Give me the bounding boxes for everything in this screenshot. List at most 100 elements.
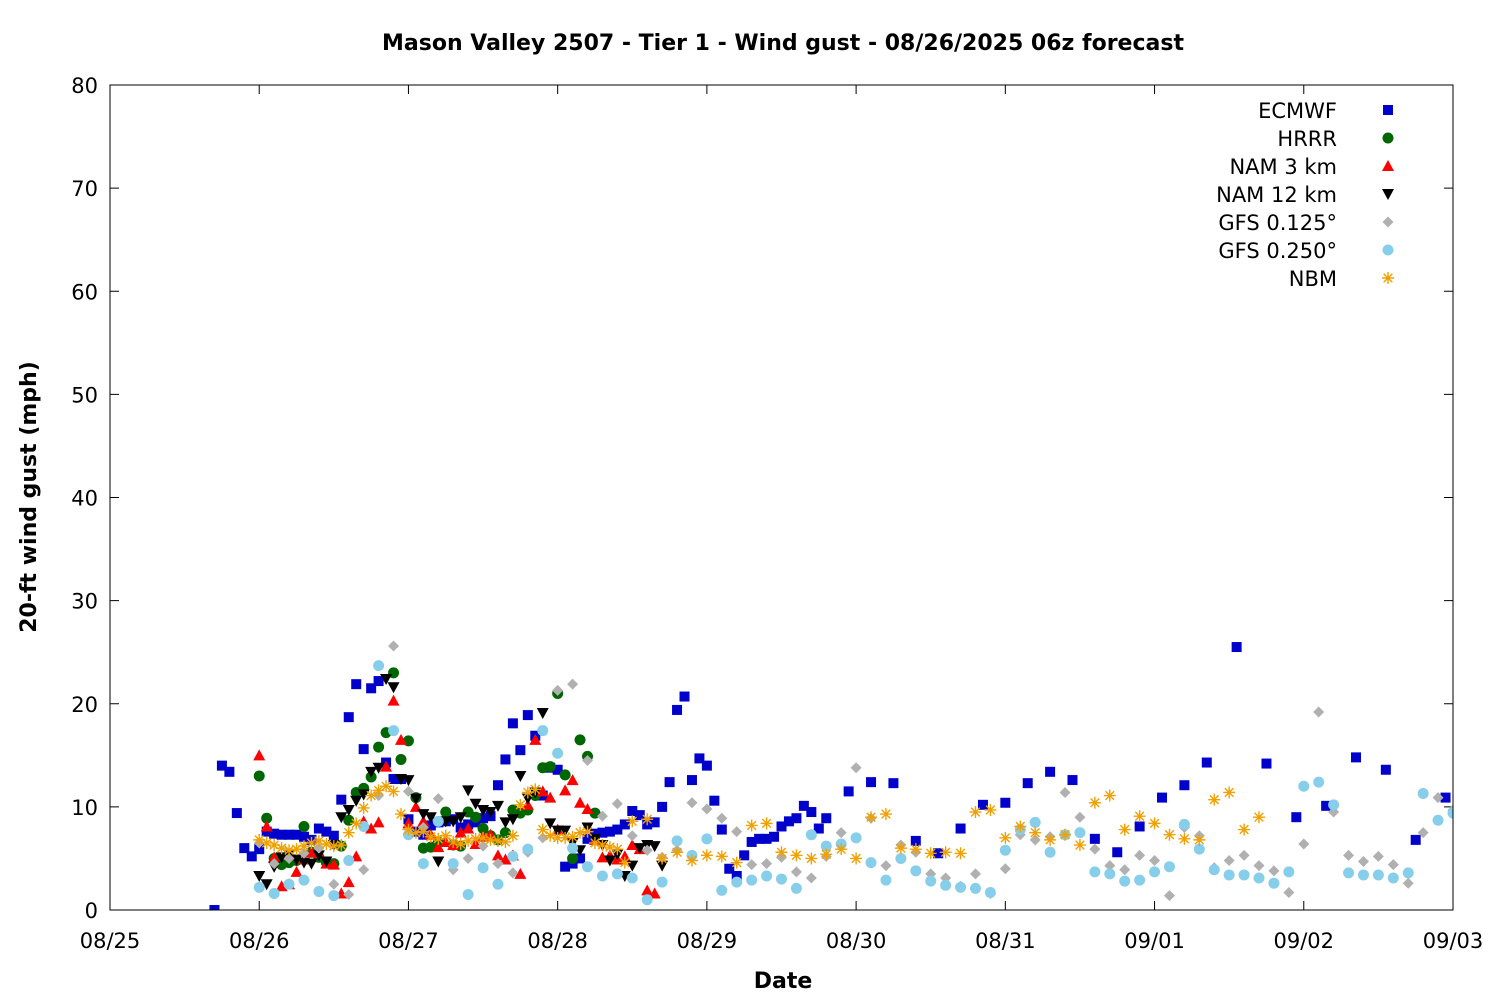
data-point-ecmwf	[328, 830, 339, 841]
data-point-nbm	[290, 843, 303, 856]
y-tick-label: 10	[71, 796, 98, 820]
data-point-gfs-0-125	[1149, 855, 1161, 866]
data-point-gfs-0-250	[1163, 861, 1175, 873]
data-point-hrrr	[544, 761, 556, 773]
data-point-nbm	[969, 806, 982, 819]
data-point-nam-3-km	[387, 694, 400, 706]
data-point-ecmwf	[731, 870, 742, 881]
data-point-nam-3-km	[305, 846, 318, 858]
legend-label: GFS 0.125°	[1218, 211, 1337, 235]
data-point-nbm	[484, 833, 497, 846]
data-point-nbm	[342, 826, 355, 839]
data-point-gfs-0-250	[1104, 868, 1116, 880]
data-point-ecmwf	[560, 861, 571, 872]
data-point-nam-12-km	[312, 850, 325, 862]
y-tick-label: 40	[71, 487, 98, 511]
data-point-nbm	[327, 840, 340, 853]
data-point-ecmwf	[1112, 847, 1123, 858]
data-point-nbm	[536, 823, 549, 836]
data-point-ecmwf	[425, 820, 436, 831]
data-point-nbm	[760, 817, 773, 830]
data-point-nbm	[1163, 828, 1176, 841]
data-point-nam-3-km	[641, 884, 654, 896]
data-point-gfs-0-250	[1432, 814, 1444, 826]
data-point-nbm	[260, 836, 273, 849]
data-point-nam-12-km	[342, 804, 355, 816]
data-point-nbm	[566, 830, 579, 843]
data-point-gfs-0-125	[1089, 843, 1101, 855]
data-point-gfs-0-250	[1253, 872, 1265, 884]
data-point-gfs-0-250	[268, 888, 280, 899]
data-point-nbm	[402, 823, 415, 836]
y-tick-label: 60	[71, 280, 98, 304]
data-point-gfs-0-250	[567, 842, 579, 854]
data-point-nbm	[320, 838, 333, 850]
data-point-nbm	[574, 826, 587, 839]
data-point-ecmwf	[657, 801, 668, 812]
data-point-gfs-0-250	[1134, 874, 1146, 886]
data-point-ecmwf	[619, 819, 630, 830]
legend-item-gfs-0-125: GFS 0.125°	[1218, 211, 1394, 235]
data-point-gfs-0-250	[447, 858, 459, 870]
data-point-nbm	[685, 854, 698, 867]
data-point-nbm	[1014, 820, 1027, 833]
legend-item-hrrr: HRRR	[1277, 127, 1394, 151]
data-point-nbm	[350, 817, 363, 830]
data-point-gfs-0-125	[746, 859, 758, 871]
data-point-gfs-0-250	[283, 878, 295, 890]
data-point-nbm	[1133, 810, 1146, 823]
data-point-nbm	[529, 783, 542, 796]
data-point-ecmwf	[806, 807, 817, 818]
data-point-gfs-0-250	[1357, 869, 1369, 881]
data-point-ecmwf	[582, 833, 593, 844]
data-point-nbm	[432, 832, 445, 845]
data-point-nam-12-km	[350, 795, 363, 807]
data-point-gfs-0-250	[1283, 866, 1295, 878]
data-point-gfs-0-250	[731, 876, 743, 888]
data-point-gfs-0-250	[1193, 843, 1205, 855]
data-point-ecmwf	[1067, 775, 1078, 786]
data-point-gfs-0-125	[492, 858, 504, 870]
data-point-ecmwf	[664, 777, 675, 788]
data-point-ecmwf	[634, 810, 645, 821]
data-point-gfs-0-125	[1387, 859, 1399, 871]
legend-label: GFS 0.250°	[1218, 239, 1337, 263]
data-point-nam-12-km	[536, 708, 549, 720]
data-point-nbm	[506, 829, 519, 842]
data-point-nbm	[596, 839, 609, 852]
data-point-nbm	[700, 849, 713, 862]
legend-item-nam-12-km: NAM 12 km	[1216, 183, 1394, 207]
data-point-gfs-0-125	[432, 793, 444, 805]
data-point-ecmwf	[254, 844, 265, 855]
data-point-ecmwf	[239, 843, 250, 854]
data-point-gfs-0-250	[790, 882, 802, 894]
data-point-nbm	[1193, 833, 1206, 846]
data-point-nbm	[1073, 839, 1086, 852]
x-tick-label: 08/31	[975, 929, 1036, 953]
data-point-hrrr	[470, 811, 482, 823]
data-point-gfs-0-250	[417, 858, 429, 870]
data-point-ecmwf	[1410, 834, 1421, 845]
data-point-gfs-0-250	[895, 852, 907, 864]
data-point-gfs-0-125	[790, 866, 802, 878]
data-point-ecmwf	[783, 816, 794, 827]
data-point-ecmwf	[754, 833, 765, 844]
data-point-ecmwf	[977, 799, 988, 810]
data-point-gfs-0-125	[567, 678, 579, 690]
data-point-gfs-0-250	[1238, 869, 1250, 881]
data-point-hrrr	[261, 812, 273, 824]
data-point-gfs-0-250	[671, 835, 683, 847]
data-point-nam-3-km	[514, 867, 527, 879]
data-point-nam-12-km	[656, 860, 669, 872]
x-tick-label: 08/30	[826, 929, 887, 953]
data-point-ecmwf	[522, 710, 533, 721]
data-point-gfs-0-125	[1268, 865, 1280, 877]
legend-marker-hrrr	[1382, 132, 1394, 144]
data-point-gfs-0-125	[462, 852, 474, 864]
x-tick-label: 09/02	[1274, 929, 1335, 953]
data-point-nbm	[499, 835, 512, 848]
data-point-nbm	[477, 831, 490, 844]
data-point-nam-12-km	[409, 793, 422, 805]
data-point-ecmwf	[373, 676, 384, 687]
data-point-gfs-0-250	[761, 870, 773, 882]
